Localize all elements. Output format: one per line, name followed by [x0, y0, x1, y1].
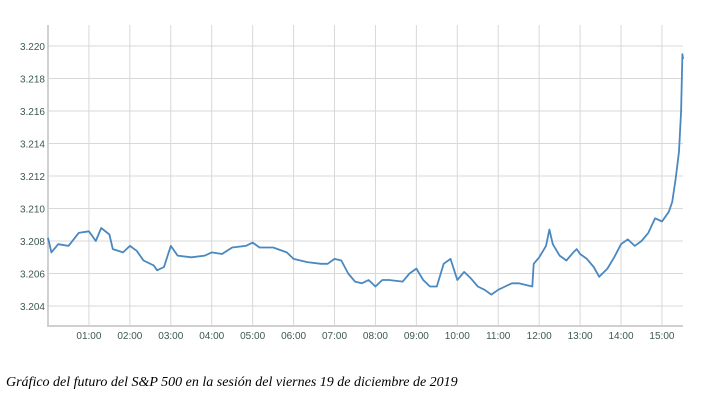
- x-tick-label: 14:00: [609, 331, 634, 342]
- x-tick-label: 03:00: [158, 331, 183, 342]
- y-axis: 3.204 3.206 3.208 3.210 3.212 3.214 3.216 3.218…: [20, 42, 45, 313]
- y-tick-label: 3.210: [20, 205, 45, 216]
- y-tick-label: 3.206: [20, 270, 45, 281]
- x-tick-label: 10:00: [445, 331, 470, 342]
- x-axis: 01:00 02:00 03:00 04:00 05:00 06:00 07:00 08:00…: [76, 331, 674, 342]
- x-tick-label: 01:00: [76, 331, 101, 342]
- x-tick-label: 11:00: [486, 331, 511, 342]
- y-tick-label: 3.212: [20, 172, 45, 183]
- y-tick-label: 3.216: [20, 107, 45, 118]
- x-tick-label: 12:00: [527, 331, 552, 342]
- grid: [47, 25, 683, 327]
- y-tick-label: 3.214: [20, 140, 45, 151]
- y-tick-label: 3.208: [20, 237, 45, 248]
- x-tick-label: 07:00: [322, 331, 347, 342]
- x-tick-label: 08:00: [363, 331, 388, 342]
- x-tick-label: 02:00: [117, 331, 142, 342]
- price-line: [47, 53, 684, 296]
- y-tick-label: 3.218: [20, 75, 45, 86]
- x-tick-label: 09:00: [404, 331, 429, 342]
- sp500-futures-chart: 3.204 3.206 3.208 3.210 3.212 3.214 3.216 3.218…: [20, 25, 684, 342]
- chart-caption: Gráfico del futuro del S&P 500 en la ses…: [6, 375, 458, 390]
- x-tick-label: 05:00: [240, 331, 265, 342]
- y-tick-label: 3.220: [20, 42, 45, 53]
- y-tick-label: 3.204: [20, 302, 45, 313]
- x-tick-label: 06:00: [281, 331, 306, 342]
- x-tick-label: 13:00: [568, 331, 593, 342]
- x-tick-label: 04:00: [199, 331, 224, 342]
- x-tick-label: 15:00: [649, 331, 674, 342]
